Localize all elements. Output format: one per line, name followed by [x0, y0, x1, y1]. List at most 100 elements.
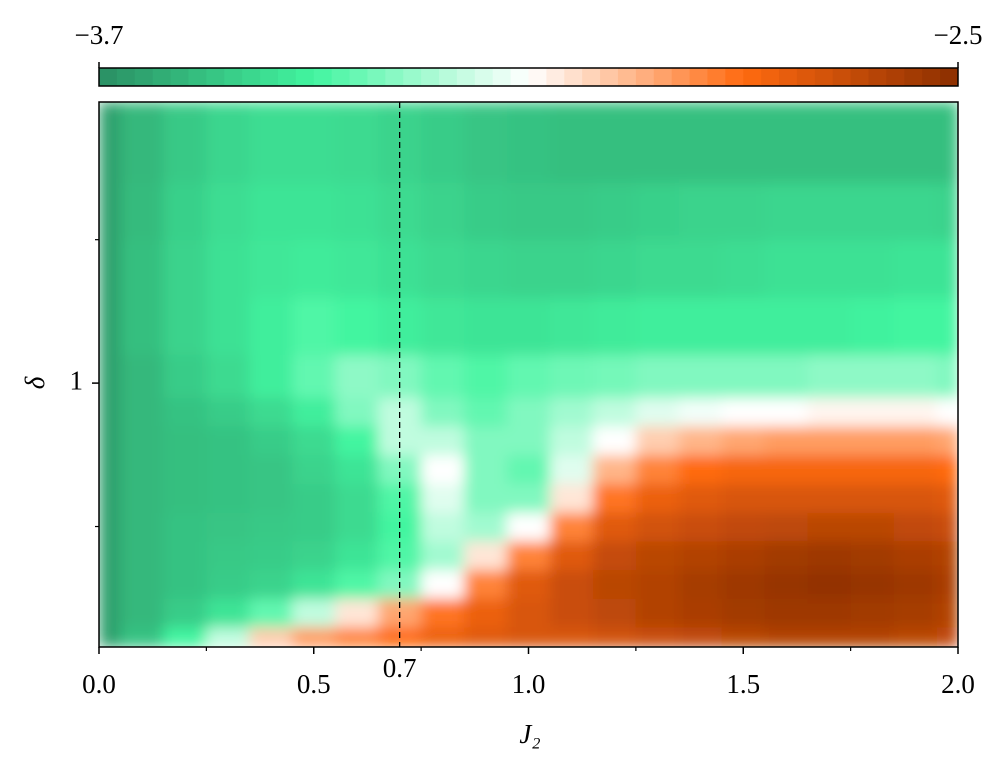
heatmap-cell: [120, 297, 164, 355]
colorbar-step: [868, 68, 887, 86]
heatmap-cell: [120, 102, 164, 183]
heatmap-cell: [292, 626, 336, 647]
heatmap-cell: [678, 626, 723, 647]
heatmap-cell: [807, 512, 852, 542]
heatmap-cell: [206, 426, 250, 456]
y-axis-label: δ: [20, 376, 50, 389]
heatmap-cell: [99, 426, 121, 456]
heatmap-cell: [335, 239, 379, 298]
heatmap-cell: [893, 239, 938, 298]
heatmap-cell: [335, 626, 379, 647]
colorbar-step: [421, 68, 440, 86]
colorbar-step: [152, 68, 172, 86]
heatmap-cell: [936, 182, 958, 241]
colorbar-step: [331, 68, 351, 86]
heatmap-cell: [764, 182, 809, 241]
heatmap-cell: [592, 483, 637, 513]
heatmap-cell: [335, 512, 379, 542]
colorbar-step: [188, 68, 207, 86]
heatmap-cell: [592, 182, 637, 241]
heatmap-cell: [206, 454, 250, 484]
heatmap-cell: [163, 454, 207, 484]
heatmap-cell: [120, 354, 164, 398]
y-tick-label: 1: [70, 365, 84, 395]
heatmap-cell: [807, 598, 852, 628]
heatmap-cell: [721, 483, 766, 513]
heatmap-cell: [335, 102, 379, 183]
heatmap-cell: [464, 426, 508, 456]
heatmap-cell: [292, 483, 336, 513]
heatmap-cell: [764, 297, 809, 355]
heatmap-cell: [549, 626, 594, 647]
colorbar-step: [403, 68, 422, 86]
x-tick-label: 1.5: [726, 669, 760, 699]
heatmap-cell: [464, 239, 508, 298]
heatmap-cell: [549, 512, 594, 542]
heatmap-cell: [206, 540, 250, 571]
colorbar-step: [510, 68, 529, 86]
heatmap-cell: [206, 297, 250, 355]
heatmap-cell: [120, 569, 164, 599]
heatmap-cell: [464, 626, 508, 647]
colorbar-step: [492, 68, 512, 86]
heatmap-cell: [850, 102, 895, 183]
heatmap-cell: [635, 540, 680, 571]
heatmap-cell: [99, 297, 121, 355]
heatmap-cell: [678, 102, 723, 183]
heatmap-cell: [635, 239, 680, 298]
heatmap-cell: [163, 512, 207, 542]
heatmap-cell: [378, 239, 422, 298]
heatmap-cell: [893, 598, 938, 628]
heatmap-cell: [249, 397, 293, 427]
heatmap-cell: [635, 454, 680, 484]
heatmap-cell: [292, 569, 336, 599]
heatmap-cell: [507, 626, 551, 647]
heatmap-cell: [99, 626, 121, 647]
heatmap-cell: [678, 297, 723, 355]
heatmap-cell: [335, 454, 379, 484]
heatmap-cell: [850, 512, 895, 542]
heatmap-cell: [635, 512, 680, 542]
heatmap-cell: [721, 239, 766, 298]
heatmap-cell: [893, 483, 938, 513]
heatmap-cell: [592, 540, 637, 571]
colorbar-step: [313, 68, 333, 86]
x-tick-label: 1.0: [512, 669, 546, 699]
heatmap-cell: [721, 569, 766, 599]
colorbar-frame: [98, 67, 959, 87]
heatmap-cell: [721, 397, 766, 427]
heatmap-cell: [635, 483, 680, 513]
heatmap-cell: [592, 397, 637, 427]
colorbar-step: [582, 68, 601, 86]
heatmap-cell: [206, 569, 250, 599]
heatmap-cell: [807, 297, 852, 355]
heatmap-cell: [507, 239, 551, 298]
heatmap-cell: [850, 397, 895, 427]
heatmap-cell: [549, 598, 594, 628]
heatmap-cell: [721, 354, 766, 398]
heatmap-cell: [764, 598, 809, 628]
heatmap-cell: [99, 540, 121, 571]
heatmap-cell: [850, 354, 895, 398]
heatmap-cell: [99, 569, 121, 599]
heatmap-cell: [936, 626, 958, 647]
heatmap-cell: [421, 598, 465, 628]
heatmap-cell: [850, 426, 895, 456]
colorbar-step: [349, 68, 368, 86]
colorbar-step: [761, 68, 780, 86]
heatmap-cell: [249, 569, 293, 599]
heatmap-cell: [549, 426, 594, 456]
heatmap-cell: [99, 483, 121, 513]
colorbar-step: [671, 68, 691, 86]
colorbar-step: [295, 68, 315, 86]
heatmap-cell: [421, 297, 465, 355]
heatmap-cell: [464, 483, 508, 513]
heatmap-cell: [936, 454, 958, 484]
heatmap-cell: [936, 598, 958, 628]
colorbar-step: [170, 68, 189, 86]
heatmap-cell: [249, 354, 293, 398]
heatmap-cell: [764, 397, 809, 427]
heatmap-cell: [120, 454, 164, 484]
heatmap-cell: [120, 626, 164, 647]
